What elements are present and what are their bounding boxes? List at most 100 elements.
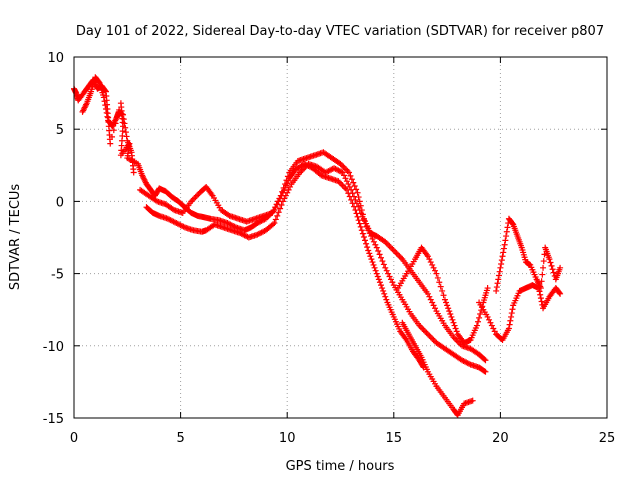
data-point [365,247,372,254]
data-point [387,276,394,283]
data-point [443,299,450,306]
data-point [359,211,366,218]
data-point [378,254,385,261]
data-point [109,133,116,140]
data-point [476,314,483,321]
data-point [376,251,383,258]
x-tick-label: 0 [70,431,78,446]
data-point [95,79,102,86]
data-point [375,247,382,254]
data-point [477,311,484,318]
data-point [380,261,387,268]
data-point [280,184,287,191]
data-point [387,244,394,251]
data-point [352,196,359,203]
data-point [130,169,137,176]
data-point [427,296,434,303]
y-axis-label: SDTVAR / TECUs [8,184,23,291]
data-point [426,293,433,300]
data-point [469,397,476,404]
data-point [101,98,108,105]
data-point [347,172,354,179]
data-point [338,181,345,188]
data-point [486,316,493,323]
data-point [451,322,458,329]
data-point [383,296,390,303]
data-point [509,306,516,313]
data-point [548,262,555,269]
data-point [452,325,459,332]
data-point [433,270,440,277]
data-point [282,181,289,188]
x-axis-label: GPS time / hours [286,459,395,474]
data-point [358,227,365,234]
data-point [500,245,507,252]
data-point [393,250,400,257]
data-point [369,259,376,266]
data-point [110,127,117,134]
data-point [342,185,349,192]
data-points [71,74,564,419]
data-point [429,299,436,306]
data-point [447,311,454,318]
data-point [381,290,388,297]
data-point [359,230,366,237]
data-point [494,280,501,287]
data-point [272,216,279,223]
data-point [107,140,114,147]
data-point [339,182,346,189]
data-point [537,295,544,302]
x-tick-label: 20 [492,431,509,446]
data-point [348,176,355,183]
data-point [102,102,109,109]
data-point [120,111,127,118]
data-point [350,179,357,186]
data-point [557,264,564,271]
data-point [385,270,392,277]
data-point [370,261,377,268]
data-point [432,305,439,312]
x-tick-label: 5 [176,431,184,446]
data-point [382,264,389,271]
data-point [389,279,396,286]
data-point [484,285,491,292]
data-point [499,253,506,260]
data-point [355,194,362,201]
data-point [496,268,503,275]
data-point [368,256,375,263]
data-point [397,254,404,261]
data-point [503,233,510,240]
data-point [450,319,457,326]
data-point [508,310,515,317]
y-tick-label: -15 [43,412,64,427]
data-point [380,287,387,294]
data-point [501,241,508,248]
data-point [192,194,199,201]
data-point [100,94,107,101]
data-point [372,267,379,274]
data-point [490,325,497,332]
data-point [390,247,397,254]
data-point [423,329,430,336]
data-point [482,357,489,364]
data-point [546,256,553,263]
data-point [547,259,554,266]
data-point [536,288,543,295]
data-point [341,183,348,190]
data-point [481,368,488,375]
data-point [366,250,373,257]
data-point [493,284,500,291]
data-point [344,168,351,175]
data-point [430,337,437,344]
data-point [422,328,429,335]
data-point [275,209,282,216]
data-point [279,188,286,195]
data-point [375,276,382,283]
chart-title: Day 101 of 2022, Sidereal Day-to-day VTE… [76,24,604,39]
data-point [392,248,399,255]
data-point [379,285,386,292]
data-point [482,368,489,375]
data-point [430,264,437,271]
data-point [507,317,514,324]
y-axis: -15 -10 -5 0 5 10 [43,51,607,427]
